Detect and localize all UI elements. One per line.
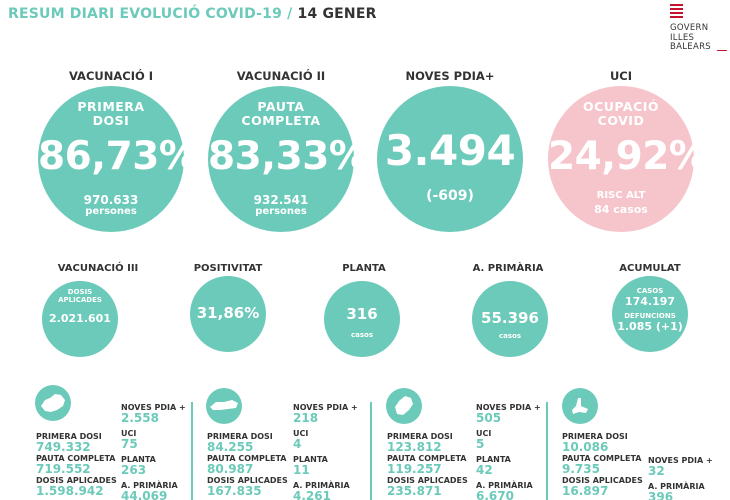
column-divider	[370, 402, 372, 500]
vacunacio-iii-label: VACUNACIÓ III	[57, 263, 139, 274]
vacunacio-i-circle: PRIMERA DOSI 86,73% 970.633 persones	[38, 86, 198, 232]
acumulat-circle: CASOS 174.197 DEFUNCIONS 1.085 (+1)	[612, 276, 688, 352]
column-divider	[546, 402, 548, 500]
menorca-pauta-completa: 80.987	[207, 462, 254, 476]
menorca-planta: 11	[293, 463, 310, 477]
vacunacio-i-label: VACUNACIÓ I	[68, 69, 154, 83]
title-date: 14 GENER	[297, 6, 377, 22]
casos-value: 174.197	[624, 295, 676, 308]
menorca-a-primaria: 4.261	[293, 489, 331, 500]
page-title: RESUM DIARI EVOLUCIÓ COVID-19 / 14 GENER	[8, 6, 377, 22]
mallorca-planta: 263	[121, 463, 147, 477]
menorca-primera-dosi: 84.255	[207, 440, 254, 454]
formentera-a-primaria: 396	[648, 490, 674, 500]
pauta-completa-value: 83,33%	[208, 134, 368, 179]
eivissa-uci: 5	[476, 437, 485, 451]
menorca-uci: 4	[293, 437, 302, 451]
mallorca-a-primaria: 44.069	[121, 489, 168, 500]
a-primaria-label: A. PRIMÀRIA	[472, 263, 544, 274]
planta-value: 316	[346, 305, 378, 323]
noves-pdia-circle: 3.494 (-609)	[377, 86, 523, 232]
eivissa-noves-pdia: 505	[476, 411, 502, 425]
mallorca-primera-dosi: 749.332	[36, 440, 91, 454]
eivissa-a-primaria: 6.670	[476, 489, 514, 500]
govern-logo: GOVERN ILLES BALEARS	[668, 3, 728, 57]
eivissa-primera-dosi: 123.812	[387, 440, 442, 454]
menorca-noves-pdia: 218	[293, 411, 319, 425]
positivitat-value: 31,86%	[196, 304, 260, 322]
positivitat-circle: 31,86%	[190, 276, 266, 352]
logo-slash-icon	[710, 43, 728, 51]
mallorca-pauta-completa: 719.552	[36, 462, 91, 476]
formentera-noves-pdia: 32	[648, 464, 665, 478]
acumulat-label: ACUMULAT	[619, 263, 681, 274]
vacunacio-ii-circle: PAUTA COMPLETA 83,33% 932.541 persones	[208, 86, 368, 232]
mallorca-noves-pdia: 2.558	[121, 411, 159, 425]
formentera-dosis-aplicades: 16.897	[562, 484, 609, 498]
eivissa-dosis-aplicades: 235.871	[387, 484, 442, 498]
planta-label: PLANTA	[342, 263, 386, 274]
logo-text: GOVERN ILLES BALEARS	[670, 23, 711, 52]
vacunacio-iii-circle: DOSIS APLICADES 2.021.601	[42, 281, 118, 357]
planta-circle: 316 casos	[324, 281, 400, 357]
a-primaria-value: 55.396	[481, 309, 539, 327]
positivitat-label: POSITIVITAT	[193, 263, 263, 274]
column-divider	[191, 402, 193, 500]
uci-value: 24,92%	[548, 134, 708, 179]
vacunacio-ii-label: VACUNACIÓ II	[236, 69, 326, 83]
noves-pdia-value: 3.494	[384, 126, 516, 175]
mallorca-uci: 75	[121, 437, 138, 451]
formentera-primera-dosi: 10.086	[562, 440, 609, 454]
primera-dosi-value: 86,73%	[38, 134, 198, 179]
a-primaria-circle: 55.396 casos	[472, 281, 548, 357]
formentera-island-icon	[562, 388, 598, 424]
eivissa-pauta-completa: 119.257	[387, 462, 442, 476]
mallorca-dosis-aplicades: 1.598.942	[36, 484, 104, 498]
title-main: RESUM DIARI EVOLUCIÓ COVID-19 /	[8, 6, 293, 22]
mallorca-island-icon	[35, 385, 71, 421]
noves-pdia-label: NOVES PDIA+	[405, 69, 495, 83]
defuncions-value: 1.085 (+1)	[617, 320, 683, 333]
menorca-island-icon	[206, 388, 242, 424]
dosis-aplicades-value: 2.021.601	[49, 312, 111, 325]
eivissa-island-icon	[386, 388, 422, 424]
eivissa-planta: 42	[476, 463, 493, 477]
formentera-pauta-completa: 9.735	[562, 462, 600, 476]
noves-pdia-delta: (-609)	[426, 188, 474, 204]
flag-icon	[670, 3, 683, 21]
menorca-dosis-aplicades: 167.835	[207, 484, 262, 498]
uci-label: UCI	[609, 69, 633, 83]
uci-circle: OCUPACIÓ COVID 24,92% RISC ALT 84 casos	[548, 86, 708, 232]
